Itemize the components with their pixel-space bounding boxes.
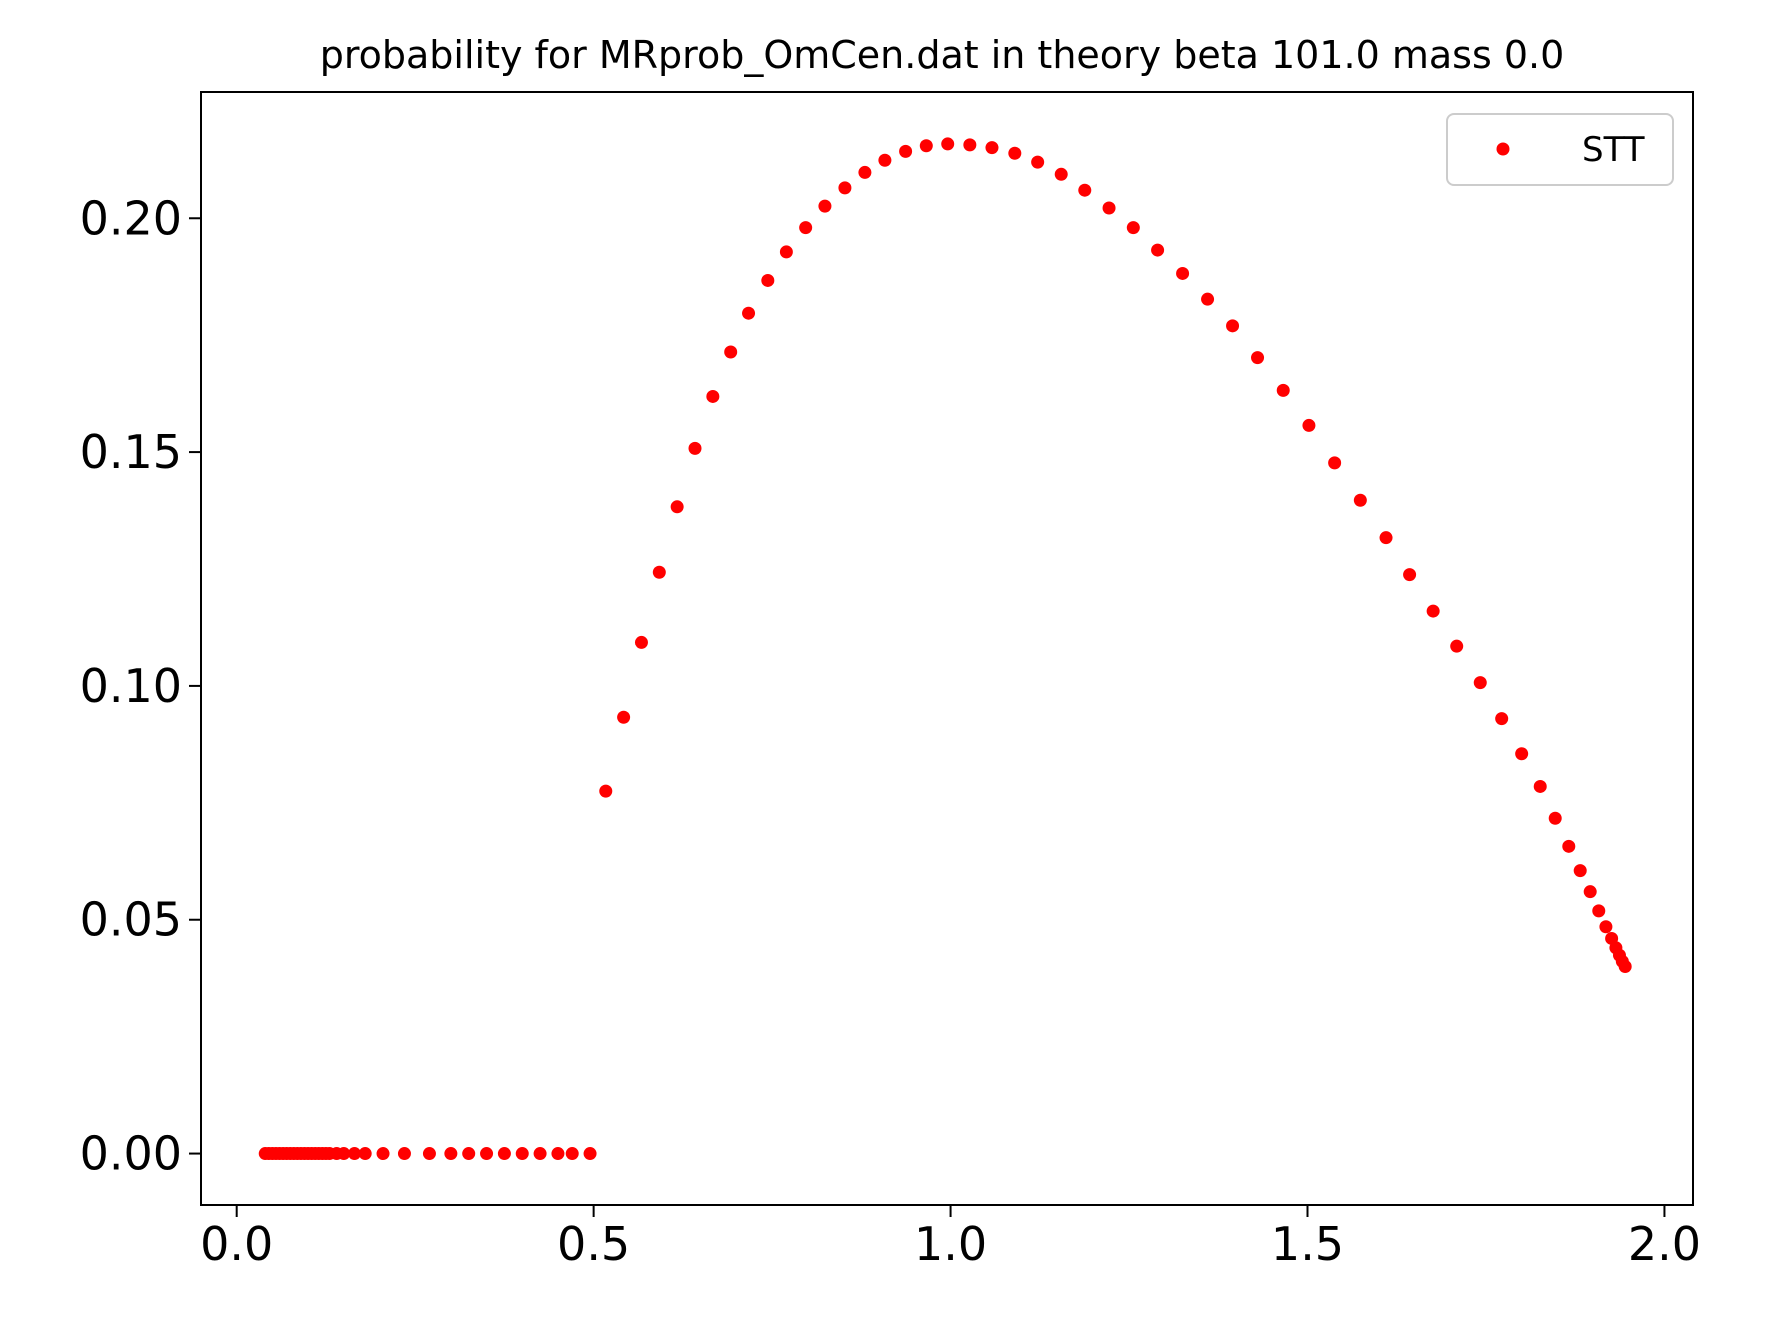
data-point (337, 1147, 351, 1161)
legend: STT (1446, 113, 1674, 186)
x-tick-label: 1.5 (1271, 1217, 1344, 1271)
data-point (799, 221, 813, 235)
data-point (1583, 885, 1597, 899)
data-point (1008, 146, 1022, 160)
data-point (1302, 418, 1316, 432)
data-point (899, 144, 913, 158)
data-point (347, 1147, 361, 1161)
plot-area-frame (200, 91, 1694, 1206)
data-point (1403, 568, 1417, 582)
data-point (565, 1147, 579, 1161)
data-point (1126, 221, 1140, 235)
data-point (1102, 201, 1116, 215)
data-point (761, 273, 775, 287)
data-point (1353, 493, 1367, 507)
data-point (599, 784, 613, 798)
y-axis: 0.00 0.05 0.10 0.15 0.20 (80, 191, 201, 1181)
x-tick-label: 0.0 (200, 1217, 273, 1271)
data-point (1054, 167, 1068, 181)
data-point (497, 1147, 511, 1161)
data-point (634, 635, 648, 649)
data-point (1251, 351, 1265, 365)
data-point (688, 441, 702, 455)
data-point (1176, 266, 1190, 280)
data-point (1328, 456, 1342, 470)
data-point (358, 1147, 372, 1161)
data-point (480, 1147, 494, 1161)
y-tick-label: 0.20 (80, 191, 182, 245)
x-tick-label: 0.5 (557, 1217, 630, 1271)
data-point (1548, 811, 1562, 825)
data-point (1573, 864, 1587, 878)
data-point (941, 137, 955, 151)
data-point (515, 1147, 529, 1161)
data-point (1450, 639, 1464, 653)
data-point (919, 139, 933, 153)
x-tick-label: 1.0 (914, 1217, 987, 1271)
data-point (1031, 155, 1045, 169)
data-point (985, 141, 999, 155)
data-point (1201, 292, 1215, 306)
y-tick-label: 0.05 (80, 893, 182, 947)
data-point (878, 153, 892, 167)
data-point (1592, 904, 1606, 918)
data-point (1473, 676, 1487, 690)
data-point (462, 1147, 476, 1161)
x-axis: 0.0 0.5 1.0 1.5 2.0 (200, 1205, 1701, 1271)
data-point (1495, 712, 1509, 726)
data-point (1599, 920, 1613, 934)
data-point (742, 306, 756, 320)
data-point (1515, 747, 1529, 761)
data-point (1226, 319, 1240, 333)
y-tick-label: 0.10 (80, 659, 182, 713)
chart-title: probability for MRprob_OmCen.dat in theo… (320, 33, 1565, 77)
x-tick-label: 2.0 (1628, 1217, 1701, 1271)
data-point (422, 1147, 436, 1161)
data-point (1533, 779, 1547, 793)
legend-label: STT (1582, 130, 1645, 170)
data-point (617, 710, 631, 724)
data-point (652, 565, 666, 579)
data-point (533, 1147, 547, 1161)
data-point (1426, 604, 1440, 618)
legend-marker (1496, 142, 1510, 156)
data-point (397, 1147, 411, 1161)
data-point (838, 181, 852, 195)
data-point (1151, 243, 1165, 257)
data-point (706, 389, 720, 403)
data-point (779, 245, 793, 259)
data-point (670, 500, 684, 514)
data-point (583, 1147, 597, 1161)
data-point (963, 138, 977, 152)
data-points (258, 137, 1632, 1161)
data-point (1379, 531, 1393, 545)
data-point (551, 1147, 565, 1161)
legend-box (1446, 113, 1674, 186)
y-tick-label: 0.15 (80, 425, 182, 479)
data-point (444, 1147, 458, 1161)
y-tick-label: 0.00 (80, 1127, 182, 1181)
data-point (858, 165, 872, 179)
data-point (1276, 383, 1290, 397)
data-point (724, 345, 738, 359)
data-point (818, 199, 832, 213)
data-point (376, 1147, 390, 1161)
data-point (1562, 839, 1576, 853)
data-point (1618, 960, 1632, 973)
data-point (1078, 183, 1092, 197)
